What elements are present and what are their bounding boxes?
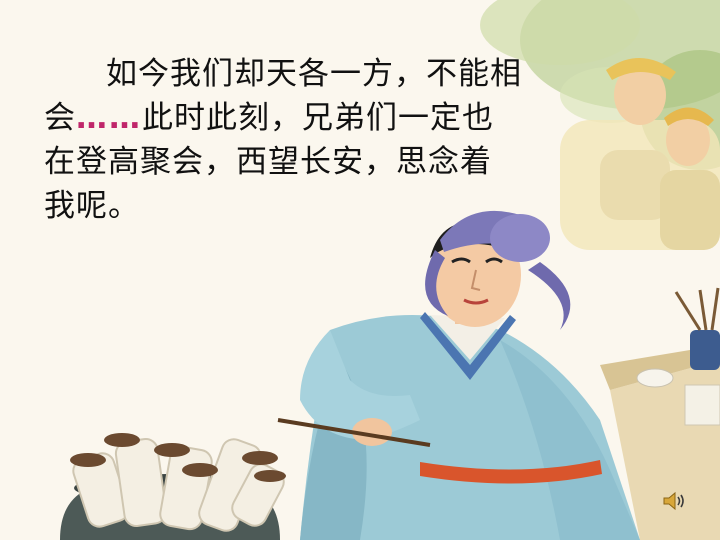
- desk: [600, 287, 720, 540]
- scroll-jar: [60, 433, 286, 540]
- poem-line-3: 在登高聚会，西望长安，思念着: [44, 144, 492, 180]
- poem-text: 如今我们却天各一方，不能相 会……此时此刻，兄弟们一定也 在登高聚会，西望长安，…: [44, 52, 644, 228]
- poem-line-2-start: 会: [44, 100, 76, 136]
- poet-figure: [277, 210, 640, 540]
- ellipsis-mark: ……: [76, 100, 142, 136]
- poem-line-2-end: 此时此刻，兄弟们一定也: [142, 100, 494, 136]
- poem-line-1: 如今我们却天各一方，不能相: [106, 56, 522, 92]
- brush-holder: [690, 330, 720, 370]
- tree-foliage: [480, 0, 720, 170]
- poem-line-4: 我呢。: [44, 188, 140, 224]
- speaker-icon[interactable]: [662, 490, 688, 512]
- distant-figures: [560, 57, 720, 250]
- poem-line-2: 会……此时此刻，兄弟们一定也: [44, 96, 644, 140]
